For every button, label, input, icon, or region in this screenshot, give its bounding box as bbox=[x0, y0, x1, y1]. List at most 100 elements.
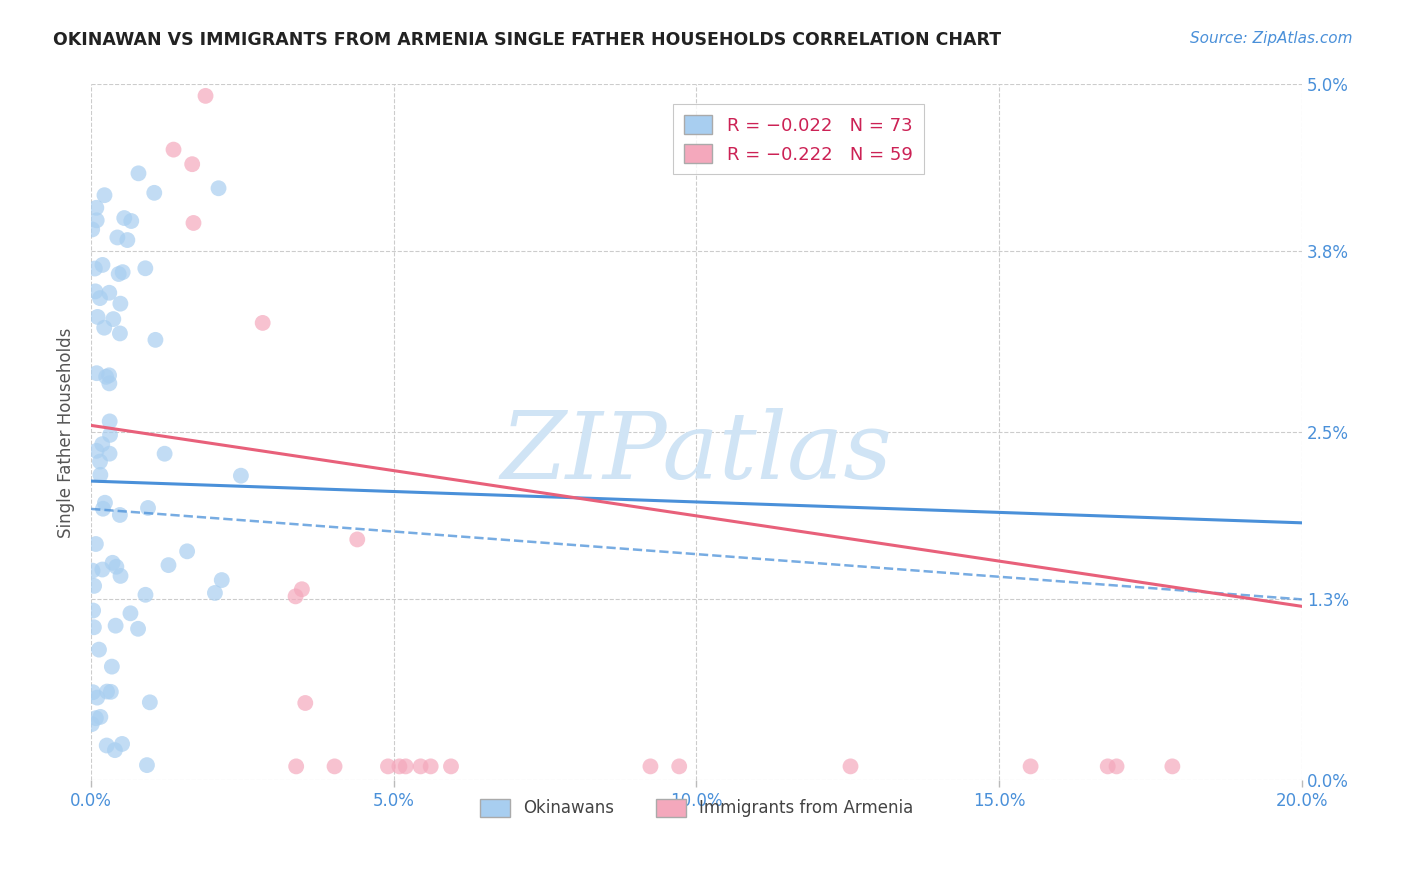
Point bbox=[252, 316, 274, 330]
Point bbox=[112, 49, 135, 63]
Point bbox=[80, 717, 103, 731]
Point bbox=[82, 222, 104, 236]
Point bbox=[107, 49, 129, 63]
Point bbox=[89, 454, 111, 468]
Point bbox=[183, 216, 205, 230]
Point bbox=[96, 739, 118, 753]
Point bbox=[103, 49, 125, 63]
Point bbox=[98, 49, 121, 63]
Point bbox=[82, 603, 104, 617]
Point bbox=[105, 49, 128, 63]
Point bbox=[117, 49, 139, 63]
Point bbox=[89, 710, 111, 724]
Point bbox=[139, 695, 162, 709]
Point bbox=[104, 49, 127, 63]
Point bbox=[120, 49, 142, 63]
Point bbox=[125, 49, 148, 63]
Point bbox=[98, 285, 121, 300]
Point bbox=[87, 642, 110, 657]
Point bbox=[93, 320, 115, 334]
Point bbox=[82, 685, 104, 699]
Point bbox=[110, 569, 132, 583]
Point bbox=[94, 496, 117, 510]
Point bbox=[86, 213, 108, 227]
Point bbox=[86, 366, 108, 380]
Point bbox=[127, 49, 149, 63]
Point bbox=[157, 558, 180, 573]
Point bbox=[105, 559, 128, 574]
Point bbox=[108, 49, 131, 63]
Point bbox=[86, 443, 108, 458]
Point bbox=[91, 562, 114, 576]
Point bbox=[82, 564, 104, 578]
Point bbox=[181, 157, 204, 171]
Point bbox=[105, 230, 128, 244]
Point bbox=[104, 743, 127, 757]
Point bbox=[120, 607, 142, 621]
Point bbox=[117, 49, 139, 63]
Point bbox=[111, 265, 134, 279]
Point bbox=[89, 467, 111, 482]
Point bbox=[84, 49, 107, 63]
Point bbox=[91, 501, 114, 516]
Point bbox=[83, 620, 105, 634]
Point bbox=[1161, 759, 1184, 773]
Point bbox=[284, 590, 307, 604]
Point bbox=[143, 49, 166, 63]
Point bbox=[124, 49, 146, 63]
Point bbox=[128, 49, 150, 63]
Point bbox=[152, 62, 174, 77]
Point bbox=[294, 696, 316, 710]
Point bbox=[103, 49, 125, 63]
Point bbox=[117, 49, 139, 63]
Point bbox=[103, 312, 125, 326]
Point bbox=[108, 326, 131, 341]
Point bbox=[229, 468, 252, 483]
Point bbox=[104, 49, 127, 63]
Point bbox=[91, 437, 114, 451]
Point bbox=[194, 88, 217, 103]
Point bbox=[440, 759, 463, 773]
Point bbox=[1105, 759, 1128, 773]
Point bbox=[419, 759, 441, 773]
Point bbox=[120, 49, 142, 63]
Point bbox=[839, 759, 862, 773]
Point bbox=[82, 49, 104, 63]
Point bbox=[395, 759, 418, 773]
Point bbox=[176, 544, 198, 558]
Point bbox=[115, 49, 138, 63]
Point bbox=[120, 214, 142, 228]
Point bbox=[110, 296, 132, 310]
Point bbox=[93, 188, 115, 202]
Point bbox=[94, 49, 117, 63]
Point bbox=[388, 759, 411, 773]
Point bbox=[98, 376, 121, 391]
Point bbox=[101, 556, 124, 570]
Point bbox=[118, 49, 141, 63]
Point bbox=[80, 49, 103, 63]
Point bbox=[111, 737, 134, 751]
Point bbox=[112, 211, 135, 225]
Text: ZIPatlas: ZIPatlas bbox=[501, 409, 893, 499]
Point bbox=[83, 261, 105, 276]
Point bbox=[1097, 759, 1119, 773]
Point bbox=[323, 759, 346, 773]
Point bbox=[346, 533, 368, 547]
Point bbox=[91, 258, 114, 272]
Point bbox=[108, 508, 131, 522]
Point bbox=[640, 759, 662, 773]
Point bbox=[86, 690, 108, 705]
Point bbox=[136, 49, 159, 63]
Y-axis label: Single Father Households: Single Father Households bbox=[58, 327, 75, 538]
Point bbox=[153, 447, 176, 461]
Point bbox=[98, 414, 121, 428]
Point bbox=[98, 428, 121, 442]
Point bbox=[162, 143, 184, 157]
Point bbox=[204, 586, 226, 600]
Point bbox=[98, 447, 121, 461]
Point bbox=[143, 186, 166, 200]
Point bbox=[136, 500, 159, 515]
Text: OKINAWAN VS IMMIGRANTS FROM ARMENIA SINGLE FATHER HOUSEHOLDS CORRELATION CHART: OKINAWAN VS IMMIGRANTS FROM ARMENIA SING… bbox=[53, 31, 1001, 49]
Text: Source: ZipAtlas.com: Source: ZipAtlas.com bbox=[1189, 31, 1353, 46]
Point bbox=[107, 267, 129, 281]
